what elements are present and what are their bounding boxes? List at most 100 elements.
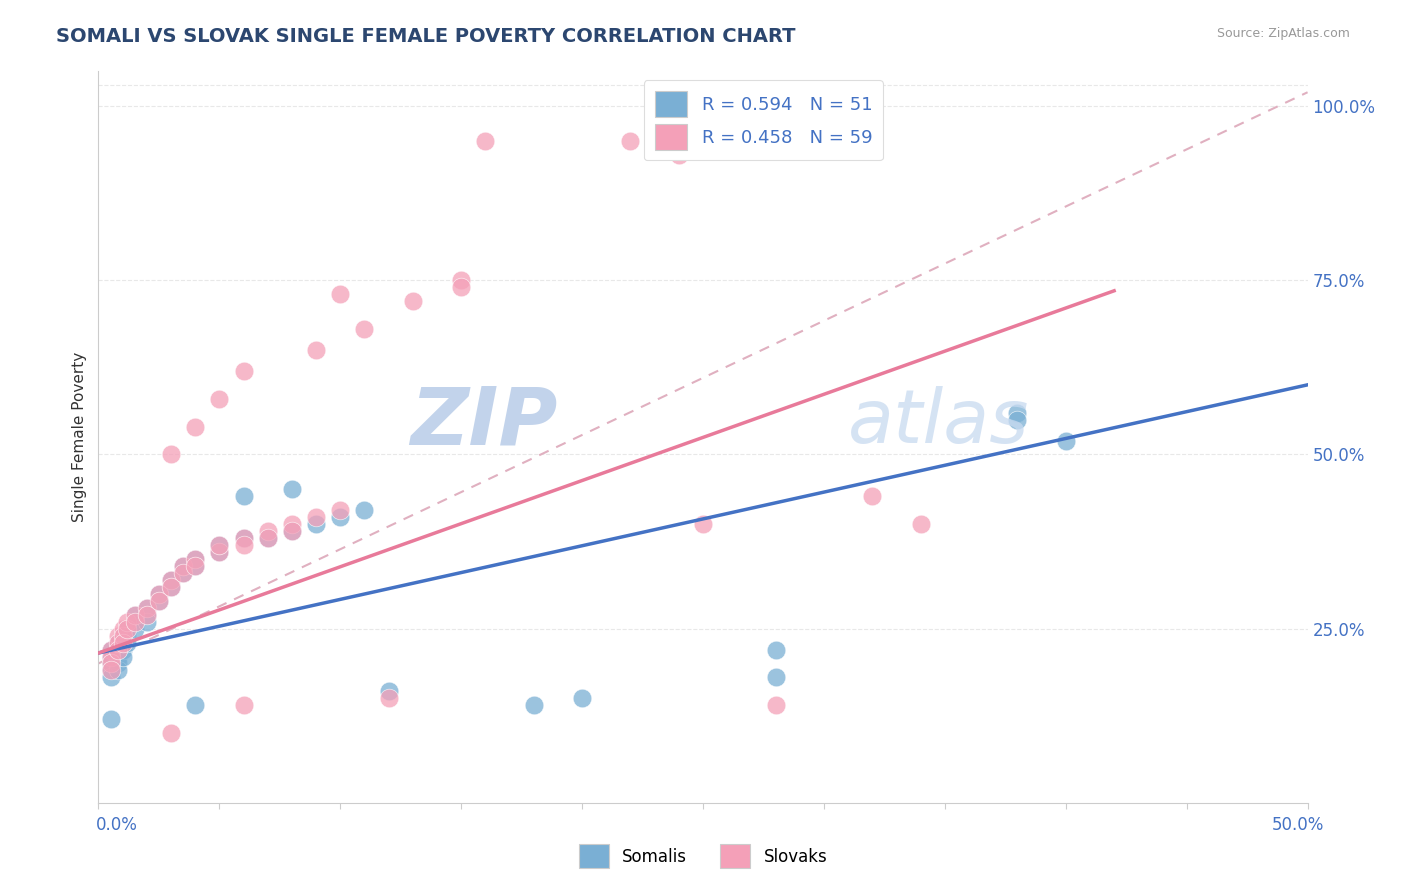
Point <box>100 642 122 657</box>
Point <box>124 615 146 629</box>
Point <box>450 273 472 287</box>
Point <box>474 134 496 148</box>
Point <box>107 657 129 671</box>
Point <box>305 517 328 532</box>
Point <box>111 635 134 649</box>
Point <box>172 558 194 573</box>
Point <box>910 517 932 532</box>
Point <box>135 615 157 629</box>
Point <box>232 538 254 552</box>
Point <box>523 698 546 713</box>
Point <box>124 607 146 622</box>
Point <box>160 580 183 594</box>
Point <box>117 629 139 643</box>
Point <box>117 622 139 636</box>
Point <box>107 642 129 657</box>
Point <box>329 510 352 524</box>
Point <box>232 698 254 713</box>
Point <box>184 419 207 434</box>
Point <box>692 517 714 532</box>
Text: 50.0%: 50.0% <box>1272 816 1324 834</box>
Point <box>160 448 183 462</box>
Point <box>107 635 129 649</box>
Text: ZIP: ZIP <box>411 384 558 461</box>
Point <box>107 629 129 643</box>
Point <box>1007 406 1029 420</box>
Point <box>256 524 278 538</box>
Point <box>135 607 157 622</box>
Point <box>256 531 278 545</box>
Point <box>107 642 129 657</box>
Point <box>377 684 399 698</box>
Point <box>111 622 134 636</box>
Point <box>329 287 352 301</box>
Point <box>377 691 399 706</box>
Point <box>172 566 194 580</box>
Point <box>208 545 231 559</box>
Point <box>100 657 122 671</box>
Text: atlas: atlas <box>848 386 1029 458</box>
Point <box>232 364 254 378</box>
Point <box>135 600 157 615</box>
Point <box>111 649 134 664</box>
Point <box>256 531 278 545</box>
Point <box>100 664 122 678</box>
Point <box>765 642 787 657</box>
Point <box>1007 412 1029 426</box>
Point <box>117 622 139 636</box>
Point <box>860 134 883 148</box>
Text: Source: ZipAtlas.com: Source: ZipAtlas.com <box>1216 27 1350 40</box>
Point <box>160 580 183 594</box>
Point <box>281 517 304 532</box>
Point <box>111 629 134 643</box>
Point <box>107 664 129 678</box>
Point <box>232 531 254 545</box>
Point <box>100 712 122 726</box>
Point <box>124 607 146 622</box>
Point <box>160 573 183 587</box>
Point <box>111 635 134 649</box>
Text: SOMALI VS SLOVAK SINGLE FEMALE POVERTY CORRELATION CHART: SOMALI VS SLOVAK SINGLE FEMALE POVERTY C… <box>56 27 796 45</box>
Point <box>571 691 593 706</box>
Point <box>208 538 231 552</box>
Point <box>860 489 883 503</box>
Point <box>172 558 194 573</box>
Point <box>402 294 425 309</box>
Point <box>100 664 122 678</box>
Legend: Somalis, Slovaks: Somalis, Slovaks <box>572 838 834 875</box>
Point <box>148 594 170 608</box>
Point <box>668 148 690 162</box>
Point <box>305 343 328 357</box>
Point <box>107 635 129 649</box>
Point <box>117 635 139 649</box>
Point <box>281 524 304 538</box>
Point <box>208 392 231 406</box>
Y-axis label: Single Female Poverty: Single Female Poverty <box>72 352 87 522</box>
Point <box>353 503 375 517</box>
Point <box>184 552 207 566</box>
Point <box>184 558 207 573</box>
Point <box>124 615 146 629</box>
Point <box>765 698 787 713</box>
Point <box>160 726 183 740</box>
Point <box>148 587 170 601</box>
Point <box>619 134 641 148</box>
Point <box>450 280 472 294</box>
Point <box>232 489 254 503</box>
Point <box>1054 434 1077 448</box>
Point <box>208 545 231 559</box>
Point <box>100 657 122 671</box>
Point <box>135 607 157 622</box>
Point <box>117 615 139 629</box>
Point <box>100 649 122 664</box>
Point <box>135 600 157 615</box>
Point <box>208 538 231 552</box>
Point <box>765 670 787 684</box>
Legend: R = 0.594   N = 51, R = 0.458   N = 59: R = 0.594 N = 51, R = 0.458 N = 59 <box>644 80 883 161</box>
Point <box>281 483 304 497</box>
Point <box>107 649 129 664</box>
Point <box>184 552 207 566</box>
Point <box>184 698 207 713</box>
Point <box>232 531 254 545</box>
Point <box>111 642 134 657</box>
